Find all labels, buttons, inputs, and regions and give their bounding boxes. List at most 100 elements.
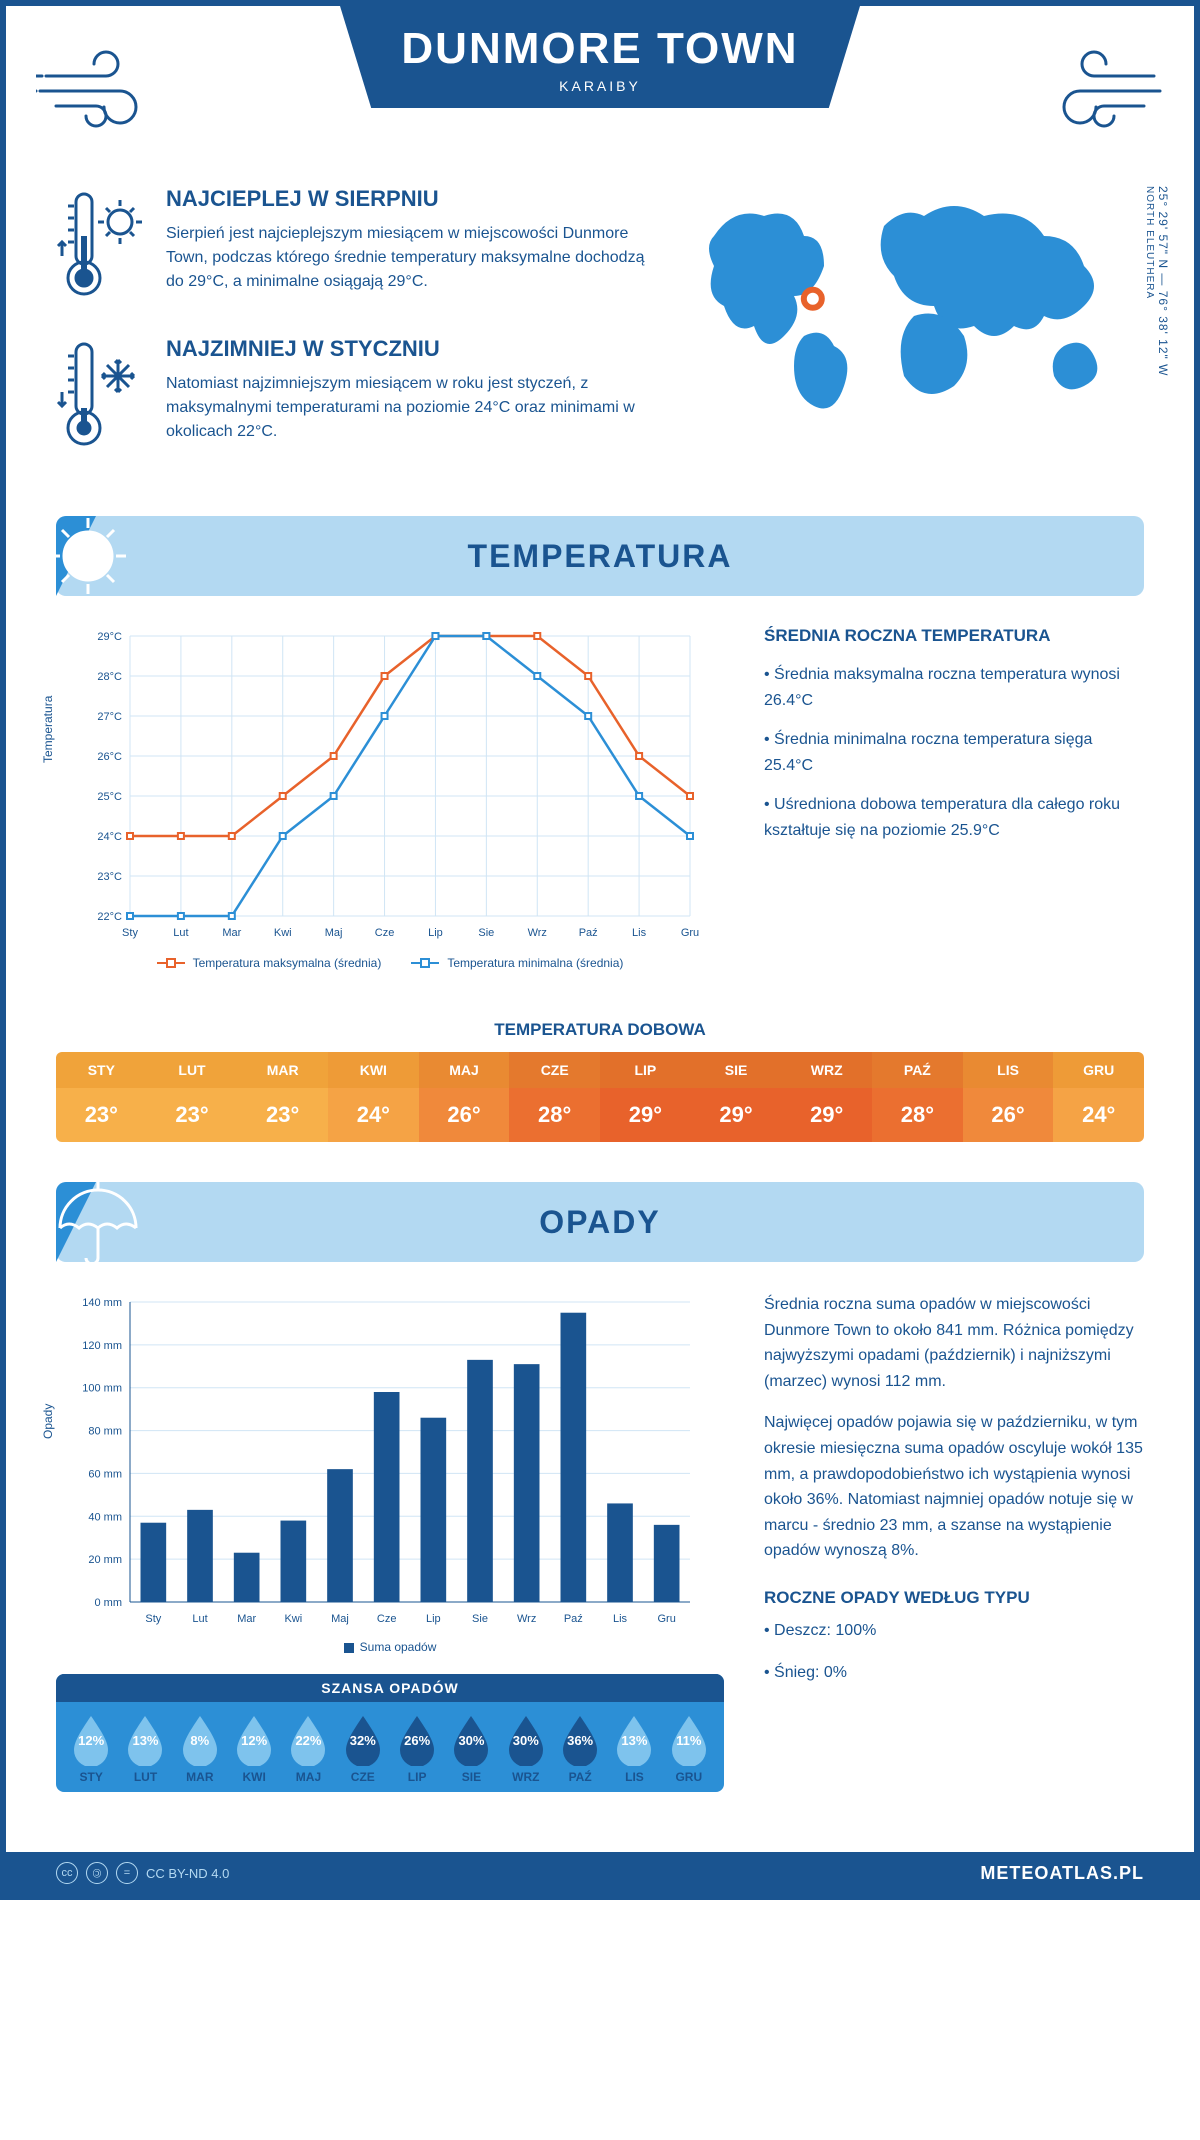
coldest-body: Natomiast najzimniejszym miesiącem w rok…	[166, 372, 654, 444]
svg-text:Kwi: Kwi	[274, 927, 292, 939]
svg-text:Sty: Sty	[145, 1613, 161, 1625]
raindrop-icon: 8%	[179, 1714, 221, 1766]
map-marker	[804, 290, 822, 308]
precip-chance-box: SZANSA OPADÓW 12% STY 13% LUT 8% MAR 12%…	[56, 1674, 724, 1792]
umbrella-icon	[48, 1172, 148, 1272]
svg-text:25°C: 25°C	[97, 791, 122, 803]
nd-icon: =	[116, 1862, 138, 1884]
temp-col-month: LIS	[963, 1052, 1054, 1088]
coordinates: 25° 29' 57" N — 76° 38' 12" W NORTH ELEU…	[1142, 186, 1170, 376]
temp-col-value: 29°	[781, 1088, 872, 1142]
svg-text:0 mm: 0 mm	[95, 1597, 123, 1609]
svg-text:100 mm: 100 mm	[82, 1383, 122, 1395]
svg-text:Cze: Cze	[375, 927, 395, 939]
svg-text:Wrz: Wrz	[517, 1613, 536, 1625]
svg-text:Sie: Sie	[472, 1613, 488, 1625]
page: DUNMORE TOWN KARAIBY	[0, 0, 1200, 1900]
chance-month: PAŹ	[553, 1770, 607, 1784]
raindrop-icon: 36%	[559, 1714, 601, 1766]
temp-col-value: 26°	[419, 1088, 510, 1142]
annual-title: ŚREDNIA ROCZNA TEMPERATURA	[764, 626, 1144, 646]
svg-text:Lut: Lut	[173, 927, 188, 939]
temp-col-month: KWI	[328, 1052, 419, 1088]
wind-icon-left	[36, 36, 176, 136]
precip-by-type-title: ROCZNE OPADY WEDŁUG TYPU	[764, 1588, 1144, 1608]
svg-text:Maj: Maj	[331, 1613, 349, 1625]
chance-month: WRZ	[499, 1770, 553, 1784]
raindrop-icon: 22%	[287, 1714, 329, 1766]
chance-month: MAR	[173, 1770, 227, 1784]
svg-text:22°C: 22°C	[97, 911, 122, 923]
wind-icon-right	[1024, 36, 1164, 136]
raindrop-icon: 11%	[668, 1714, 710, 1766]
temp-col-value: 29°	[691, 1088, 782, 1142]
temperature-line-chart: Temperatura 22°C23°C24°C25°C26°C27°C28°C…	[56, 626, 724, 970]
chance-value: 13%	[621, 1733, 647, 1748]
svg-text:Paź: Paź	[564, 1613, 583, 1625]
chance-value: 11%	[676, 1733, 701, 1748]
chance-month: LIS	[607, 1770, 661, 1784]
thermometer-sun-icon	[56, 186, 146, 306]
chance-value: 13%	[132, 1733, 158, 1748]
chance-item: 12% STY	[64, 1714, 118, 1784]
svg-text:Cze: Cze	[377, 1613, 397, 1625]
annual-line: • Uśredniona dobowa temperatura dla całe…	[764, 792, 1144, 843]
svg-text:23°C: 23°C	[97, 871, 122, 883]
temp-col-month: MAJ	[419, 1052, 510, 1088]
temp-col-month: PAŹ	[872, 1052, 963, 1088]
temp-legend: Temperatura maksymalna (średnia) Tempera…	[56, 956, 724, 970]
temp-col: WRZ29°	[781, 1052, 872, 1142]
world-map	[684, 186, 1144, 426]
precip-bar-chart: Opady 0 mm20 mm40 mm60 mm80 mm100 mm120 …	[56, 1292, 724, 1792]
temp-col-value: 29°	[600, 1088, 691, 1142]
temp-col-value: 23°	[237, 1088, 328, 1142]
chance-month: MAJ	[281, 1770, 335, 1784]
svg-text:Lis: Lis	[613, 1613, 628, 1625]
raindrop-icon: 32%	[342, 1714, 384, 1766]
warmest-title: NAJCIEPLEJ W SIERPNIU	[166, 186, 654, 212]
svg-text:29°C: 29°C	[97, 631, 122, 643]
bytype-line: • Śnieg: 0%	[764, 1660, 1144, 1686]
chance-month: KWI	[227, 1770, 281, 1784]
by-icon: 🄯	[86, 1862, 108, 1884]
chance-month: CZE	[336, 1770, 390, 1784]
chance-item: 12% KWI	[227, 1714, 281, 1784]
chance-value: 12%	[78, 1733, 104, 1748]
precip-chart-row: Opady 0 mm20 mm40 mm60 mm80 mm100 mm120 …	[6, 1262, 1194, 1822]
chance-value: 32%	[350, 1733, 376, 1748]
temperature-title: TEMPERATURA	[468, 538, 733, 575]
page-title: DUNMORE TOWN	[400, 24, 800, 74]
svg-text:Lip: Lip	[428, 927, 443, 939]
raindrop-icon: 12%	[70, 1714, 112, 1766]
svg-text:Wrz: Wrz	[528, 927, 547, 939]
temp-col-month: LIP	[600, 1052, 691, 1088]
temp-col: GRU24°	[1053, 1052, 1144, 1142]
precip-text-column: Średnia roczna suma opadów w miejscowośc…	[764, 1292, 1144, 1792]
warmest-text: NAJCIEPLEJ W SIERPNIU Sierpień jest najc…	[166, 186, 654, 306]
svg-text:Sty: Sty	[122, 927, 138, 939]
temp-col-value: 24°	[328, 1088, 419, 1142]
chance-item: 13% LUT	[118, 1714, 172, 1784]
temp-col: LIP29°	[600, 1052, 691, 1142]
svg-text:Maj: Maj	[325, 927, 343, 939]
chance-value: 12%	[241, 1733, 267, 1748]
svg-text:80 mm: 80 mm	[88, 1426, 122, 1438]
chance-value: 22%	[295, 1733, 321, 1748]
chance-month: SIE	[444, 1770, 498, 1784]
temp-y-label: Temperatura	[41, 696, 55, 763]
daily-temp-title: TEMPERATURA DOBOWA	[6, 1020, 1194, 1040]
temp-col: MAR23°	[237, 1052, 328, 1142]
chance-value: 36%	[567, 1733, 593, 1748]
svg-text:Lis: Lis	[632, 927, 647, 939]
title-banner: DUNMORE TOWN KARAIBY	[340, 6, 860, 108]
temp-col: STY23°	[56, 1052, 147, 1142]
temp-col-month: MAR	[237, 1052, 328, 1088]
temperature-banner: TEMPERATURA	[56, 516, 1144, 596]
chance-item: 22% MAJ	[281, 1714, 335, 1784]
chance-value: 30%	[458, 1733, 484, 1748]
precip-title: OPADY	[539, 1204, 660, 1241]
chance-item: 26% LIP	[390, 1714, 444, 1784]
chance-month: STY	[64, 1770, 118, 1784]
temp-col: KWI24°	[328, 1052, 419, 1142]
temp-col: LUT23°	[147, 1052, 238, 1142]
